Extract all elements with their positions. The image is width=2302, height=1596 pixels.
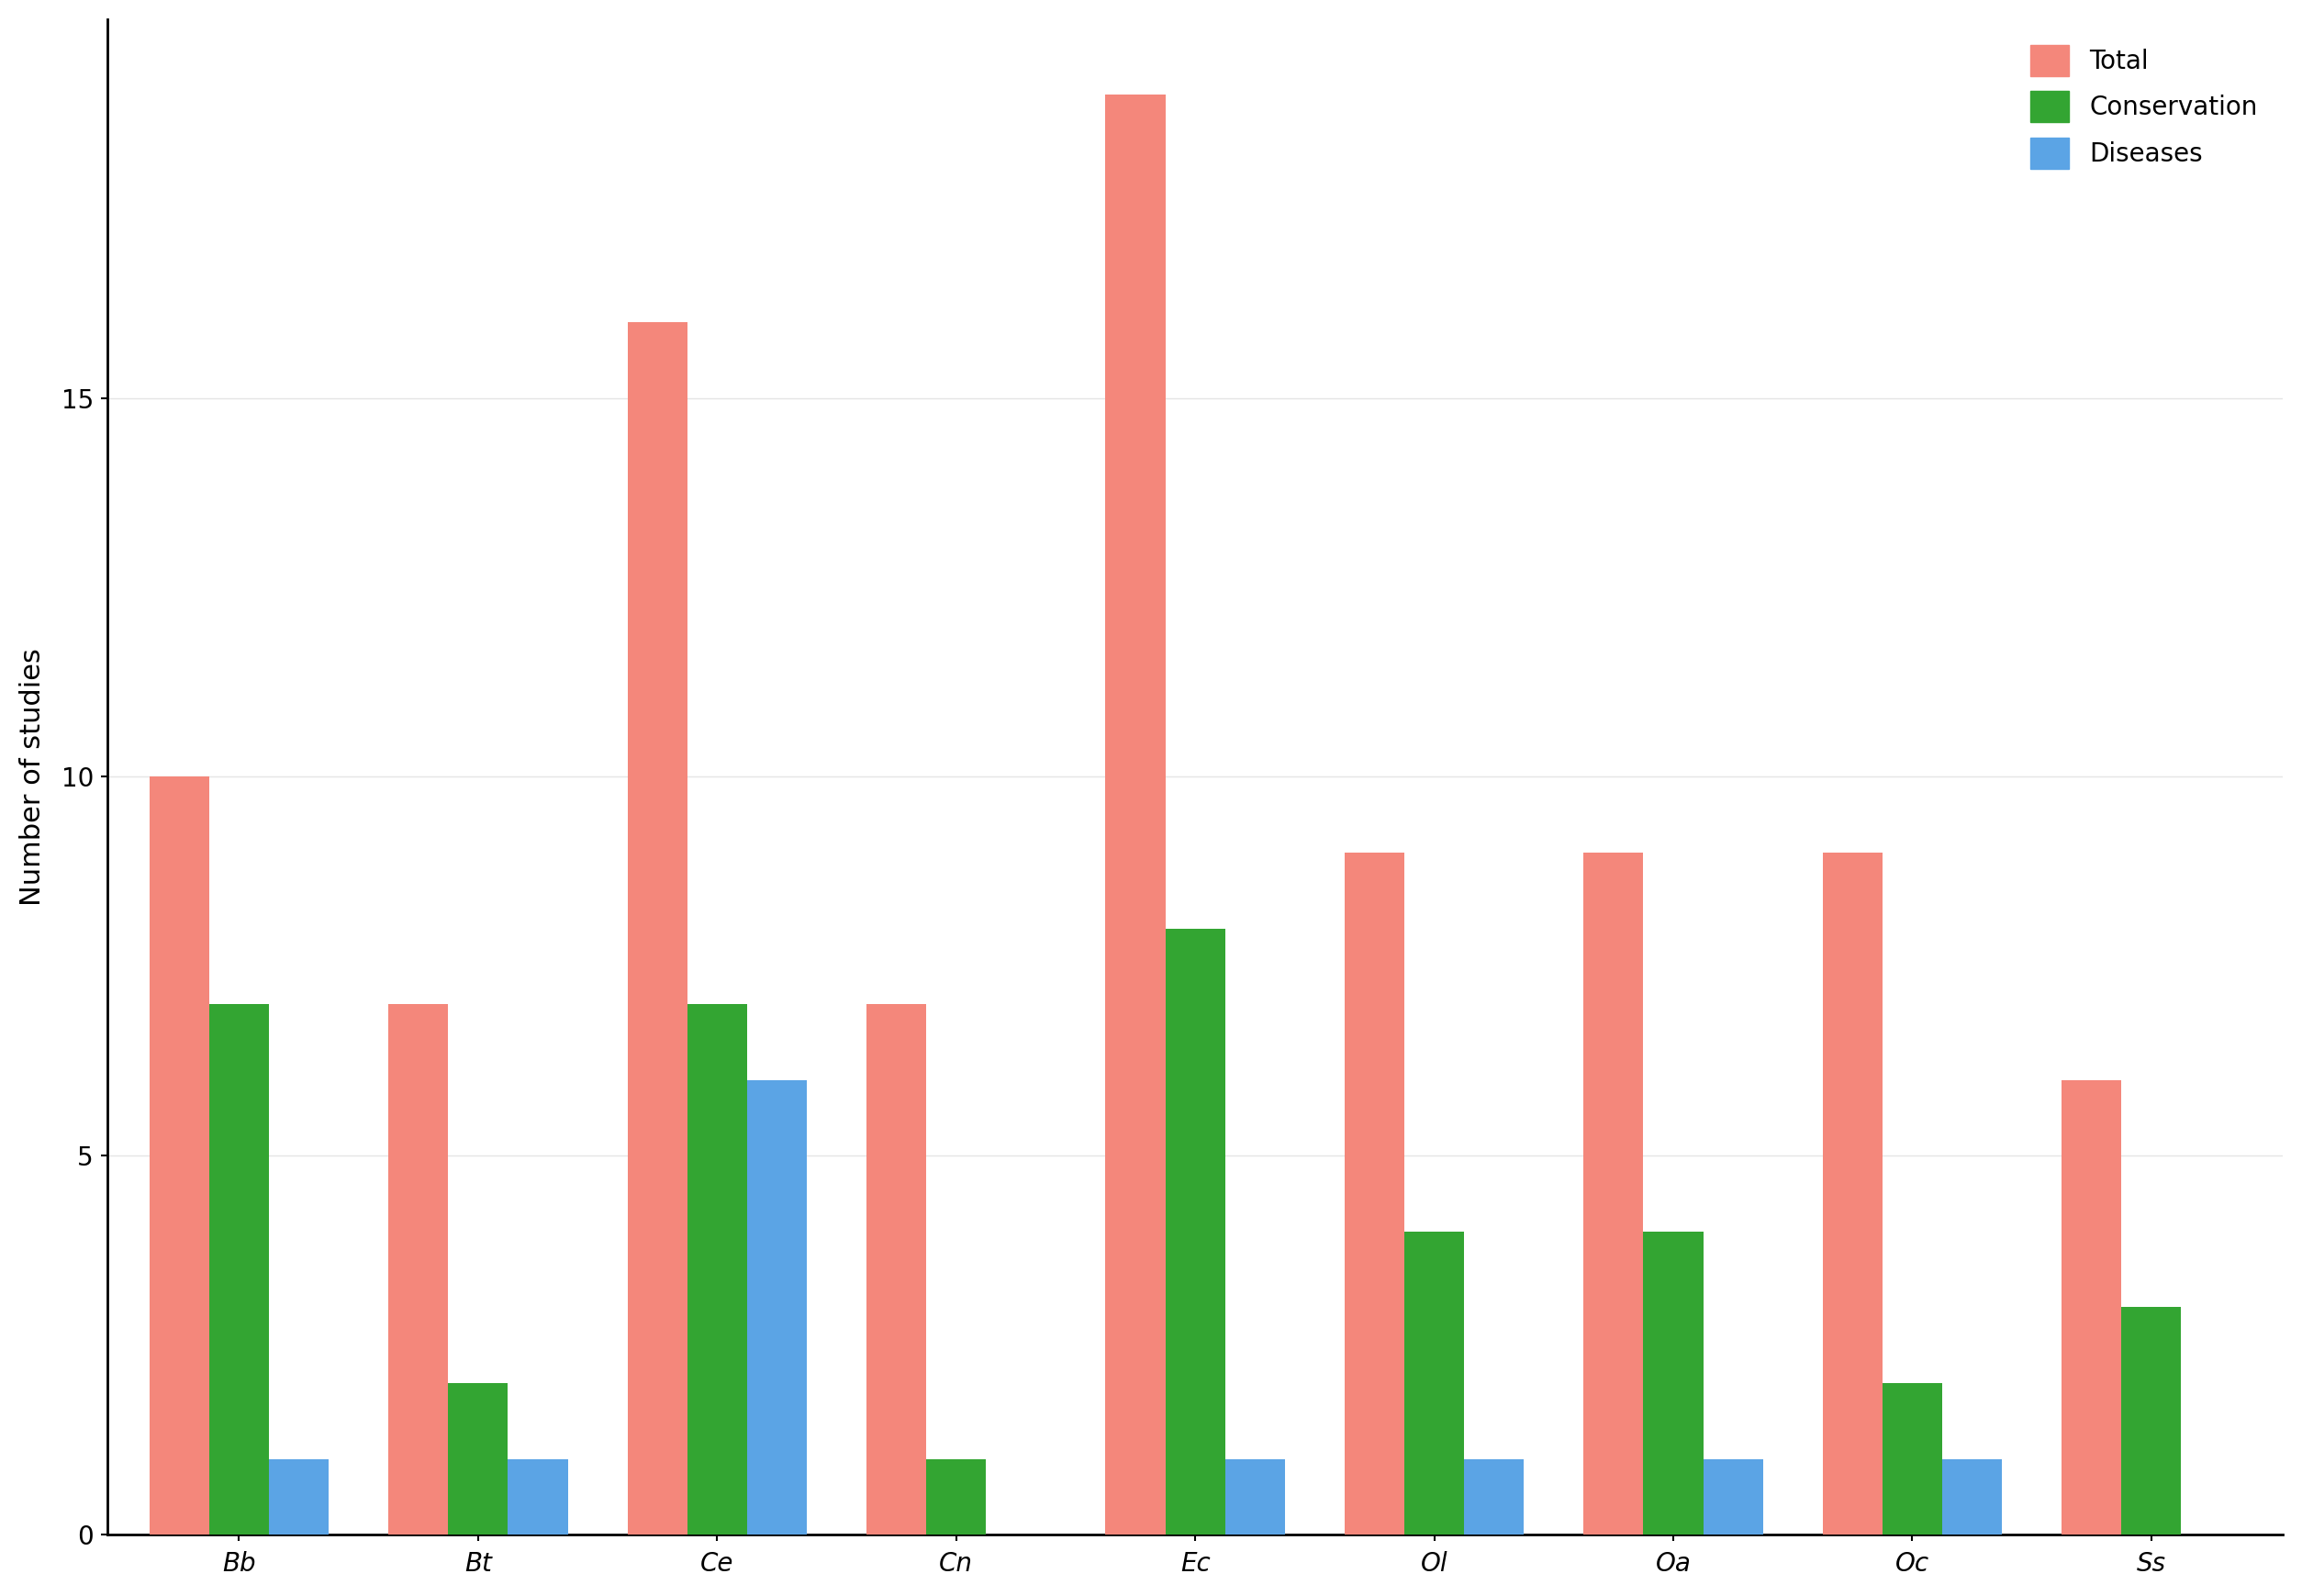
Bar [746,1080,806,1535]
Bar [866,1004,925,1535]
Bar [1883,1384,1943,1535]
Bar [1644,1232,1703,1535]
Bar [1584,852,1644,1535]
Bar [1823,852,1883,1535]
Y-axis label: Number of studies: Number of studies [18,648,46,907]
Bar [389,1004,449,1535]
Bar [925,1459,985,1535]
Legend: Total, Conservation, Diseases: Total, Conservation, Diseases [2017,32,2270,182]
Bar [688,1004,746,1535]
Bar [1225,1459,1285,1535]
Bar [269,1459,329,1535]
Bar [1943,1459,2003,1535]
Bar [1703,1459,1763,1535]
Bar [209,1004,269,1535]
Bar [2063,1080,2122,1535]
Bar [2122,1307,2182,1535]
Bar [1404,1232,1464,1535]
Bar [1105,94,1165,1535]
Bar [449,1384,509,1535]
Bar [509,1459,569,1535]
Bar [1344,852,1404,1535]
Bar [1165,929,1225,1535]
Bar [150,777,209,1535]
Bar [1464,1459,1524,1535]
Bar [628,322,688,1535]
